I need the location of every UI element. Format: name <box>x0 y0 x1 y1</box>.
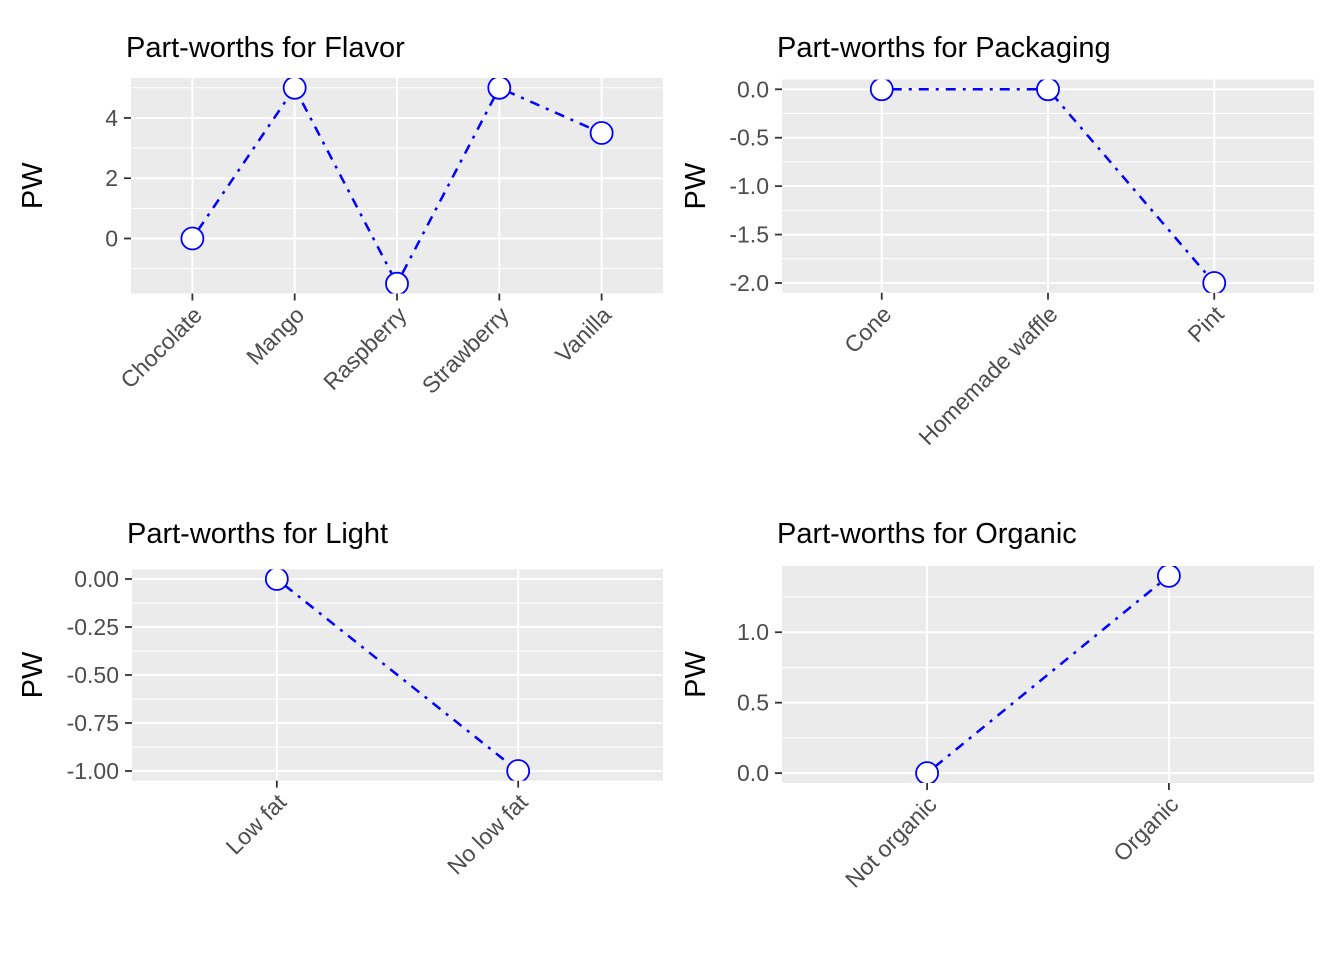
x-tick-label: Strawberry <box>417 301 514 398</box>
partworth-line <box>881 88 1216 284</box>
y-axis-title: PW <box>17 651 49 698</box>
x-tick-label: Mango <box>241 302 309 370</box>
partworth-line <box>191 85 603 287</box>
chart-1: 0 2 4 Chocolate Mango Raspberry Strawberry Vani… <box>17 32 663 399</box>
x-tick-label: Raspberry <box>318 301 412 395</box>
y-tick-label: 0.00 <box>74 566 119 592</box>
partworth-line <box>926 574 1170 775</box>
data-layer <box>180 78 614 294</box>
x-tick-label: Not organic <box>840 791 942 893</box>
data-layer <box>869 79 1227 293</box>
chart-title: Part-worths for Packaging <box>777 32 1111 64</box>
data-layer <box>915 566 1181 783</box>
chart-3: 0.00 -0.25 -0.50 -0.75 -1.00 Low fat No low fa… <box>17 518 663 879</box>
y-tick-label: -1.0 <box>729 173 769 199</box>
y-axis-title: PW <box>17 162 49 209</box>
y-tick-label: 1.0 <box>737 619 769 645</box>
y-tick-label: 0.5 <box>737 690 769 716</box>
x-tick-label: Homemade waffle <box>913 301 1062 450</box>
y-tick-label: 0.0 <box>737 76 769 102</box>
y-tick-label: 4 <box>105 105 118 131</box>
data-point-marker <box>1157 566 1181 588</box>
x-tick-label: Organic <box>1108 791 1183 866</box>
y-tick-label: -0.75 <box>67 710 119 736</box>
y-tick-label: -0.5 <box>729 125 769 151</box>
data-point-marker <box>180 226 205 251</box>
data-point-marker <box>264 569 289 591</box>
x-tick-label: Low fat <box>221 788 292 859</box>
data-point-marker <box>385 271 409 294</box>
chart-2: 0.0 -0.5 -1.0 -1.5 -2.0 Cone Homemade waffle Pi… <box>680 32 1314 450</box>
data-point-marker <box>589 121 614 145</box>
x-tick-label: Vanilla <box>550 302 616 368</box>
data-point-marker <box>506 759 531 781</box>
data-point-marker <box>1036 79 1060 102</box>
x-tick-label: Chocolate <box>115 302 207 394</box>
chart-4: 0.0 0.5 1.0 Not organic Organic Part-worths f… <box>680 518 1314 893</box>
data-point-marker <box>915 761 939 783</box>
data-point-marker <box>1202 271 1227 293</box>
y-tick-label: -1.5 <box>729 222 769 248</box>
y-tick-label: 2 <box>105 165 118 191</box>
partworth-line <box>276 578 519 772</box>
y-tick-label: -0.50 <box>67 662 119 688</box>
data-point-marker <box>487 78 512 100</box>
x-tick-label: No low fat <box>442 788 533 879</box>
data-point-marker <box>869 79 894 102</box>
y-tick-label: 0.0 <box>737 760 769 786</box>
x-tick-label: Cone <box>839 301 896 358</box>
data-layer <box>264 569 531 781</box>
y-axis-title: PW <box>680 162 712 209</box>
y-tick-label: -1.00 <box>67 758 119 784</box>
plot-panel <box>782 566 1314 783</box>
y-tick-label: -2.0 <box>729 270 769 296</box>
data-point-marker <box>282 78 307 100</box>
y-axis-title: PW <box>680 651 712 698</box>
y-tick-label: -0.25 <box>67 614 119 640</box>
chart-title: Part-worths for Organic <box>777 518 1077 550</box>
x-tick-label: Pint <box>1182 300 1229 347</box>
chart-title: Part-worths for Light <box>127 518 388 550</box>
y-tick-label: 0 <box>105 225 118 251</box>
chart-title: Part-worths for Flavor <box>126 32 405 64</box>
